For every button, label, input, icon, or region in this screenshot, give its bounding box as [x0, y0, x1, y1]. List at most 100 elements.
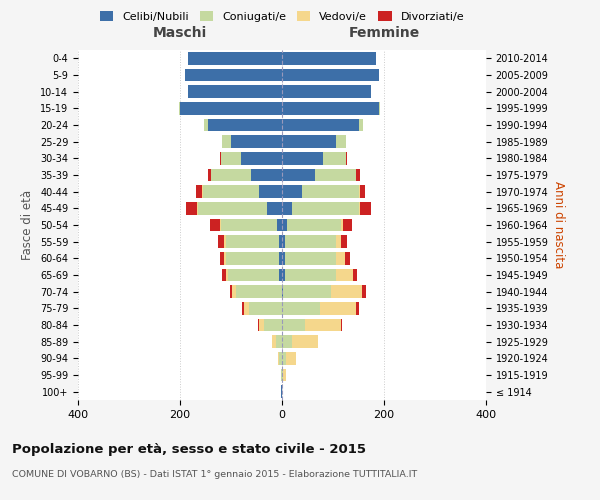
Bar: [282, 202, 292, 214]
Bar: [282, 302, 320, 314]
Text: Popolazione per età, sesso e stato civile - 2015: Popolazione per età, sesso e stato civil…: [12, 442, 366, 456]
Bar: [284, 269, 335, 281]
Bar: [222, 269, 226, 281]
Bar: [283, 369, 286, 381]
Bar: [224, 252, 226, 264]
Bar: [220, 252, 224, 264]
Bar: [323, 152, 346, 164]
Legend: Celibi/Nubili, Coniugati/e, Vedovi/e, Divorziati/e: Celibi/Nubili, Coniugati/e, Vedovi/e, Di…: [95, 6, 469, 26]
Bar: [282, 369, 283, 381]
Bar: [208, 169, 211, 181]
Bar: [282, 86, 371, 98]
Y-axis label: Anni di nascita: Anni di nascita: [552, 182, 565, 268]
Bar: [282, 252, 284, 264]
Bar: [305, 319, 341, 331]
Bar: [359, 186, 365, 198]
Bar: [282, 269, 284, 281]
Bar: [280, 352, 282, 364]
Bar: [282, 286, 283, 298]
Bar: [185, 202, 197, 214]
Bar: [353, 269, 358, 281]
Bar: [185, 69, 282, 82]
Bar: [362, 286, 366, 298]
Bar: [379, 102, 380, 115]
Bar: [249, 302, 282, 314]
Bar: [251, 169, 282, 181]
Bar: [258, 319, 259, 331]
Bar: [259, 186, 282, 198]
Bar: [197, 202, 198, 214]
Bar: [345, 252, 350, 264]
Bar: [230, 286, 232, 298]
Bar: [220, 219, 221, 231]
Bar: [226, 252, 280, 264]
Bar: [335, 236, 341, 248]
Bar: [315, 169, 356, 181]
Bar: [231, 136, 282, 148]
Bar: [282, 136, 335, 148]
Bar: [282, 102, 379, 115]
Bar: [221, 152, 241, 164]
Bar: [280, 269, 282, 281]
Bar: [267, 202, 282, 214]
Bar: [292, 202, 359, 214]
Bar: [222, 136, 231, 148]
Bar: [241, 152, 282, 164]
Bar: [292, 336, 318, 348]
Bar: [242, 302, 244, 314]
Bar: [282, 152, 323, 164]
Bar: [335, 252, 345, 264]
Bar: [335, 136, 346, 148]
Bar: [244, 302, 249, 314]
Bar: [198, 202, 267, 214]
Bar: [284, 236, 335, 248]
Bar: [276, 336, 282, 348]
Bar: [278, 352, 280, 364]
Bar: [209, 219, 220, 231]
Bar: [287, 219, 341, 231]
Bar: [179, 102, 180, 115]
Bar: [282, 219, 287, 231]
Bar: [356, 302, 359, 314]
Bar: [282, 319, 305, 331]
Bar: [335, 269, 353, 281]
Text: Femmine: Femmine: [349, 26, 419, 40]
Bar: [264, 319, 282, 331]
Bar: [282, 186, 302, 198]
Text: Maschi: Maschi: [153, 26, 207, 40]
Bar: [218, 236, 224, 248]
Bar: [229, 269, 280, 281]
Bar: [282, 52, 376, 64]
Bar: [302, 186, 359, 198]
Bar: [272, 336, 276, 348]
Bar: [203, 186, 259, 198]
Bar: [188, 86, 282, 98]
Bar: [204, 119, 208, 132]
Bar: [282, 69, 379, 82]
Bar: [341, 219, 343, 231]
Bar: [196, 186, 202, 198]
Bar: [220, 152, 221, 164]
Y-axis label: Fasce di età: Fasce di età: [22, 190, 34, 260]
Bar: [341, 236, 347, 248]
Bar: [343, 219, 352, 231]
Bar: [202, 186, 203, 198]
Bar: [356, 169, 360, 181]
Bar: [277, 219, 282, 231]
Bar: [331, 286, 362, 298]
Bar: [359, 119, 362, 132]
Bar: [282, 169, 315, 181]
Bar: [281, 369, 282, 381]
Bar: [284, 252, 335, 264]
Bar: [236, 286, 282, 298]
Bar: [283, 286, 331, 298]
Bar: [208, 119, 282, 132]
Bar: [360, 202, 371, 214]
Bar: [282, 352, 286, 364]
Bar: [224, 236, 226, 248]
Bar: [188, 52, 282, 64]
Bar: [286, 352, 296, 364]
Bar: [282, 336, 292, 348]
Bar: [232, 286, 236, 298]
Bar: [320, 302, 356, 314]
